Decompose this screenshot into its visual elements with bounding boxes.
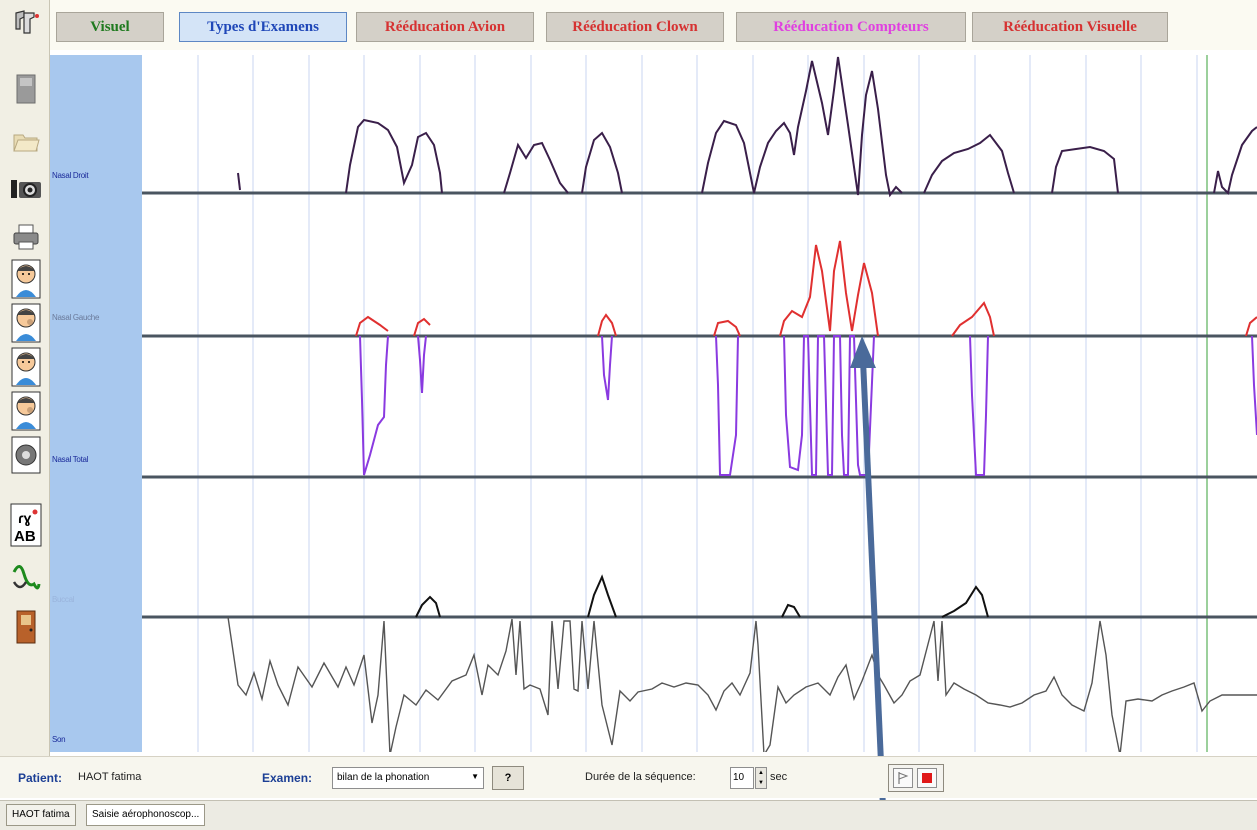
trace-nasal-gauche xyxy=(779,240,879,337)
trace-nasal-droit xyxy=(1213,126,1257,195)
tab-label: Types d'Examens xyxy=(207,18,319,35)
chevron-down-icon: ▼ xyxy=(471,772,479,781)
trace-nasal-droit xyxy=(345,118,443,194)
trace-nasal-gauche xyxy=(1245,316,1257,337)
playback-controls xyxy=(888,764,944,792)
trace-nasal-gauche xyxy=(413,317,431,337)
patient-face-4-icon[interactable] xyxy=(9,391,43,431)
flag-button[interactable] xyxy=(893,768,913,788)
tab-reeducation-clown[interactable]: Rééducation Clown xyxy=(546,12,724,42)
svg-text:AB: AB xyxy=(14,528,36,545)
trace-buccal xyxy=(781,603,801,618)
taskbar-tab-saisie[interactable]: Saisie aérophonoscop... xyxy=(86,804,206,826)
trace-buccal xyxy=(587,574,617,618)
exam-select-value: bilan de la phonation xyxy=(337,772,430,783)
taskbar-tab-label: HAOT fatima xyxy=(12,809,70,820)
channel-labels-panel: Nasal Droit Nasal Gauche Nasal Total Buc… xyxy=(50,55,142,752)
bottom-control-bar: Patient: HAOT fatima Examen: bilan de la… xyxy=(0,756,1257,798)
channel-label-nasal-droit: Nasal Droit xyxy=(52,171,89,180)
help-button[interactable]: ? xyxy=(492,766,524,790)
trace-nasal-gauche xyxy=(951,301,995,337)
channel-label-son: Son xyxy=(52,735,66,744)
left-toolbar: ɾɣ AB xyxy=(0,0,50,768)
annotation-arrow-shaft xyxy=(860,359,887,830)
patient-name: HAOT fatima xyxy=(78,771,142,783)
tab-label: Rééducation Visuelle xyxy=(1003,18,1137,35)
flag-icon xyxy=(898,772,909,784)
trace-nasal-total xyxy=(601,335,613,401)
patient-face-2-icon[interactable] xyxy=(9,303,43,343)
tab-label: Visuel xyxy=(90,18,130,35)
stop-icon xyxy=(922,773,932,783)
patient-face-3-icon[interactable] xyxy=(9,347,43,387)
exam-select[interactable]: bilan de la phonation ▼ xyxy=(332,767,484,789)
trace-nasal-total xyxy=(417,335,427,394)
trace-nasal-droit xyxy=(1051,145,1119,194)
open-folder-icon[interactable] xyxy=(9,124,43,158)
tab-reeducation-compteurs[interactable]: Rééducation Compteurs xyxy=(736,12,966,42)
tab-visuel[interactable]: Visuel xyxy=(56,12,164,42)
trace-nasal-gauche xyxy=(597,313,617,337)
duration-value: 10 xyxy=(733,772,745,783)
channel-label-nasal-gauche: Nasal Gauche xyxy=(52,313,100,322)
annotation-arrow-head xyxy=(850,336,876,368)
duration-spinner[interactable]: ▲ ▼ xyxy=(755,767,767,789)
tab-label: Rééducation Avion xyxy=(384,18,506,35)
pipette-icon[interactable] xyxy=(9,6,43,40)
camera-icon[interactable] xyxy=(9,170,43,204)
stop-button[interactable] xyxy=(917,768,937,788)
patient-label: Patient: xyxy=(18,771,63,785)
channel-label-buccal: Buccal xyxy=(52,595,75,604)
sine-wave-icon[interactable] xyxy=(9,562,43,596)
tab-label: Rééducation Compteurs xyxy=(773,18,929,35)
exit-door-icon[interactable] xyxy=(9,610,43,644)
speaker-icon[interactable] xyxy=(9,436,43,474)
signal-plot-area[interactable] xyxy=(142,55,1257,758)
taskbar-tab-patient[interactable]: HAOT fatima xyxy=(6,804,76,826)
svg-text:ɾɣ: ɾɣ xyxy=(18,510,31,526)
trace-son xyxy=(227,616,1257,758)
print-icon[interactable] xyxy=(9,220,43,254)
tab-bar: Visuel Types d'Examens Rééducation Avion… xyxy=(50,0,1257,50)
save-icon[interactable] xyxy=(9,72,43,106)
trace-buccal xyxy=(941,585,989,618)
tab-label: Rééducation Clown xyxy=(572,18,698,35)
trace-nasal-droit xyxy=(237,172,241,191)
tab-reeducation-avion[interactable]: Rééducation Avion xyxy=(356,12,534,42)
patient-face-1-icon[interactable] xyxy=(9,259,43,299)
trace-nasal-droit xyxy=(581,131,623,194)
trace-nasal-total xyxy=(1251,335,1257,436)
window-taskbar: HAOT fatima Saisie aérophonoscop... xyxy=(0,800,1257,830)
trace-nasal-total xyxy=(359,335,389,476)
signal-plot-svg xyxy=(142,55,1257,758)
trace-nasal-gauche xyxy=(713,319,741,337)
trace-nasal-total xyxy=(969,335,989,476)
grid-lines xyxy=(197,55,1198,752)
duration-label: Durée de la séquence: xyxy=(585,771,696,783)
taskbar-tab-label: Saisie aérophonoscop... xyxy=(92,809,200,820)
duration-input[interactable]: 10 xyxy=(730,767,754,789)
tab-reeducation-visuelle[interactable]: Rééducation Visuelle xyxy=(972,12,1168,42)
help-button-label: ? xyxy=(504,772,512,784)
tab-types-examens[interactable]: Types d'Examens xyxy=(179,12,347,42)
annotation-arrow xyxy=(850,336,887,830)
channel-label-nasal-total: Nasal Total xyxy=(52,455,89,464)
trace-nasal-total xyxy=(715,335,739,476)
trace-nasal-droit xyxy=(923,133,1015,194)
phoneme-ab-icon[interactable]: ɾɣ AB xyxy=(9,503,43,547)
duration-unit: sec xyxy=(770,771,788,783)
trace-nasal-droit xyxy=(503,141,569,194)
exam-label: Examen: xyxy=(262,771,313,785)
trace-nasal-droit xyxy=(701,56,903,198)
trace-buccal xyxy=(415,595,441,618)
trace-nasal-gauche xyxy=(355,315,389,337)
